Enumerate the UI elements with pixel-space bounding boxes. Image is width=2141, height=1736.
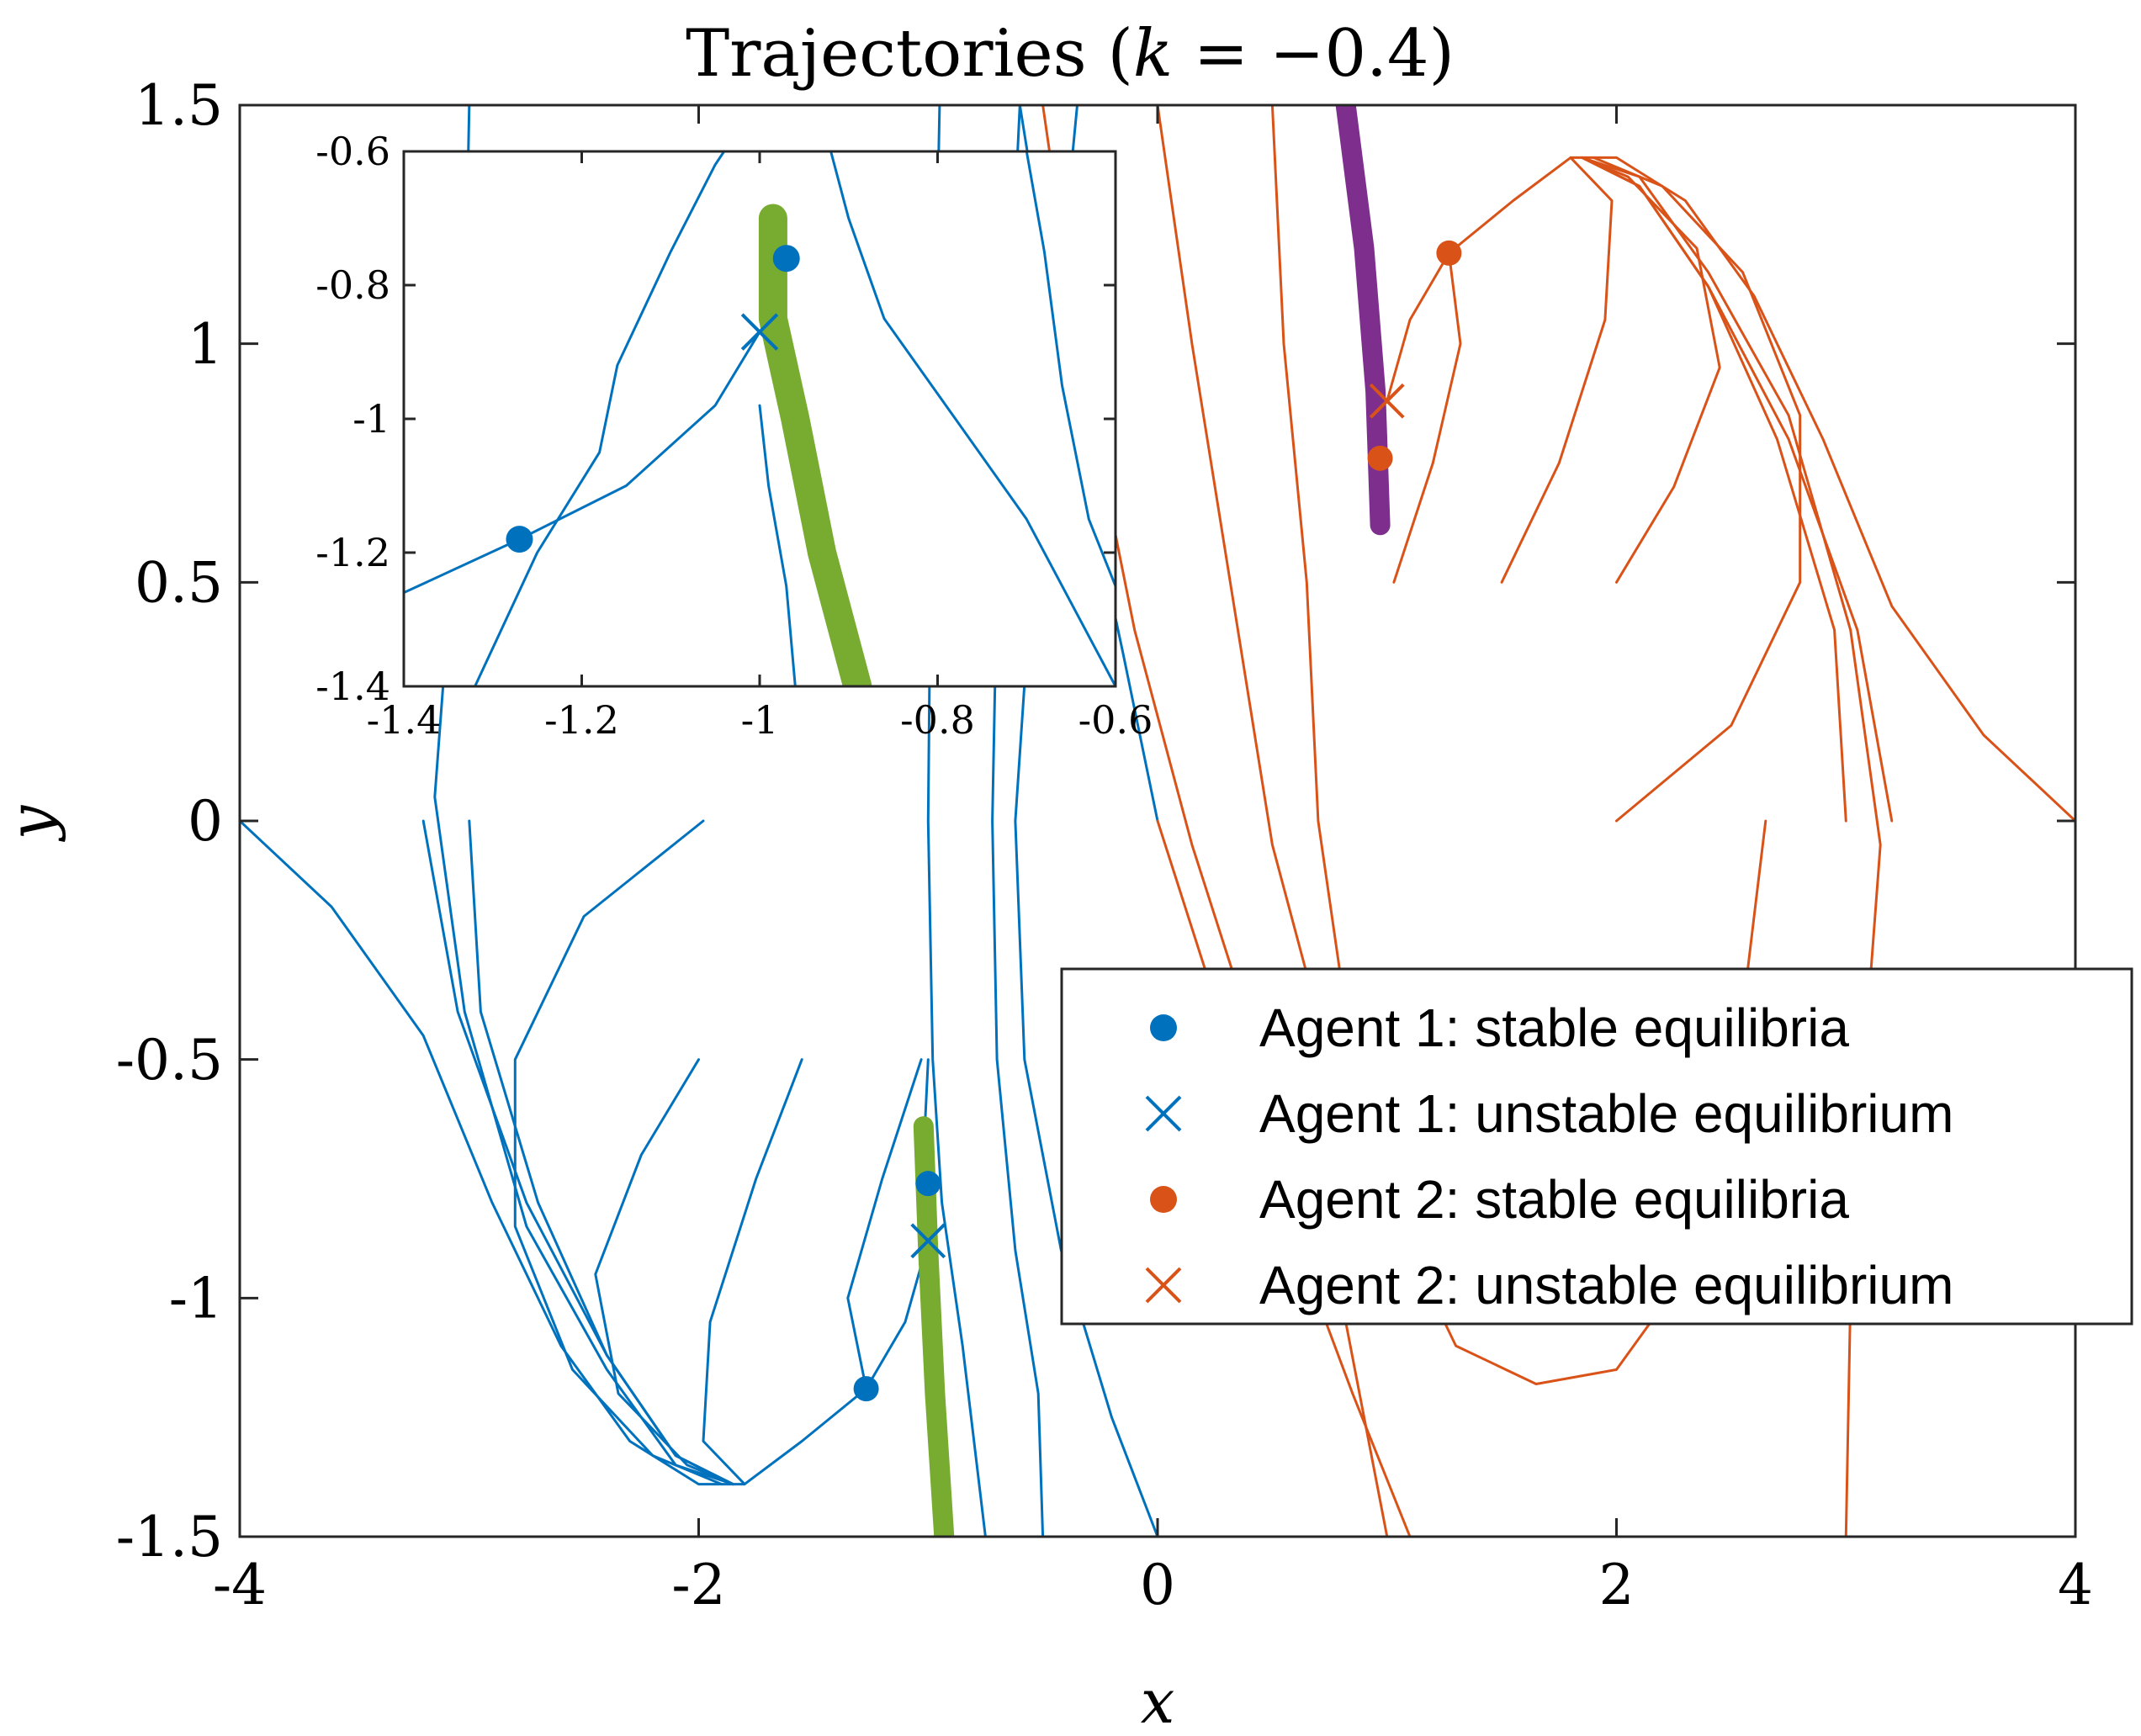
agent1-stable-equilibrium-0 — [772, 245, 800, 273]
y-tick-label: -1.2 — [315, 530, 390, 575]
agent1-trajectory-4 — [513, 819, 723, 1486]
inset-trajectories — [404, 151, 1116, 686]
y-tick-label: -1 — [352, 396, 390, 442]
legend-marker-circle-2 — [1150, 1186, 1177, 1213]
agent1-trajectory-6 — [702, 1058, 803, 1486]
main-equilibria — [853, 240, 1462, 1402]
y-tick-label: 1 — [188, 312, 223, 377]
chart-title: Trajectories (k = −0.4) — [686, 16, 1455, 92]
inset-y-tick-labels: -1.4 -1.2 -1 -0.8 -0.6 — [315, 129, 390, 709]
agent1-stable-equilibrium-1 — [853, 1376, 879, 1402]
agent2-stable-equilibrium-0 — [1436, 240, 1462, 266]
x-tick-label: -0.6 — [1078, 697, 1153, 743]
agent2-trajectory-15 — [1581, 156, 1894, 823]
x-tick-label: -1.2 — [544, 697, 619, 743]
legend-label-2: Agent 2: stable equilibria — [1259, 1169, 1849, 1230]
agent1-trajectory-3 — [468, 819, 734, 1486]
agent2-trajectory-19 — [1500, 156, 1614, 584]
y-tick-label: 1.5 — [135, 73, 223, 138]
y-axis-label: y — [0, 804, 66, 842]
agent1-stable-equilibrium-1 — [506, 526, 533, 553]
x-tick-label: -1 — [741, 697, 779, 743]
agent1-trajectory-5 — [594, 1058, 734, 1486]
agent2-unstable-equilibrium-0 — [1369, 383, 1405, 419]
agent1-trajectory-4 — [1025, 151, 1116, 588]
x-axis-label: x — [1141, 1666, 1175, 1736]
y-tick-label: -1.4 — [315, 664, 390, 709]
inset-plot: -1.4 -1.2 -1 -0.8 -0.6 -1.4 -1.2 -1 -0.8 -0.6 — [315, 129, 1153, 743]
x-tick-label: 4 — [2058, 1553, 2093, 1617]
main-x-tick-labels: -4 -2 0 2 4 — [213, 1553, 2093, 1617]
agent1-unstable-equilibrium-0 — [910, 1223, 946, 1259]
agent1-trajectory-1 — [474, 151, 726, 686]
legend: Agent 1: stable equilibria Agent 1: unsta… — [1060, 967, 2133, 1326]
agent1-trajectory-3 — [829, 151, 1116, 686]
agent1-trajectory-0 — [240, 819, 930, 1486]
y-tick-label: -0.6 — [315, 129, 390, 174]
agent2-trajectory-14 — [1581, 156, 1882, 1537]
y-tick-label: 0.5 — [135, 550, 223, 615]
y-tick-label: 0 — [188, 789, 223, 854]
agent1-trajectory-0 — [404, 331, 761, 595]
x-tick-label: -1.4 — [367, 697, 442, 743]
agent1-unstable-equilibrium-0 — [740, 313, 779, 351]
y-tick-label: -0.8 — [315, 262, 390, 308]
agent1-converging-band-0 — [758, 204, 872, 686]
agent2-trajectory-20 — [1392, 251, 1462, 584]
x-tick-label: -4 — [213, 1553, 267, 1617]
legend-label-3: Agent 2: unstable equilibrium — [1259, 1255, 1953, 1315]
inset-equilibria — [506, 245, 800, 553]
y-tick-label: -0.5 — [116, 1028, 223, 1093]
x-tick-label: 0 — [1140, 1553, 1175, 1617]
agent2-trajectory-17 — [1592, 156, 1802, 823]
agent2-stable-equilibrium-1 — [1367, 445, 1393, 471]
legend-marker-x-1 — [1145, 1095, 1182, 1132]
y-tick-label: -1.5 — [116, 1505, 223, 1569]
inset-ticks — [402, 150, 1117, 688]
inset-x-tick-labels: -1.4 -1.2 -1 -0.8 -0.6 — [367, 697, 1153, 743]
legend-box — [1060, 967, 2133, 1326]
agent2-trajectory-16 — [1581, 156, 1847, 823]
main-ticks — [238, 103, 2077, 1538]
legend-label-1: Agent 1: unstable equilibrium — [1259, 1083, 1953, 1144]
legend-marker-x-3 — [1145, 1267, 1182, 1304]
agent2-trajectory-13 — [1386, 156, 2075, 823]
legend-marker-circle-0 — [1150, 1014, 1177, 1041]
agent1-trajectory-7 — [846, 1058, 923, 1390]
agent1-stable-equilibrium-0 — [915, 1171, 941, 1197]
x-tick-label: -2 — [671, 1553, 725, 1617]
x-tick-label: 2 — [1599, 1553, 1635, 1617]
agent1-trajectory-2 — [758, 404, 797, 686]
agent1-trajectory-2 — [421, 819, 734, 1486]
agent2-trajectory-18 — [1581, 156, 1721, 584]
legend-label-0: Agent 1: stable equilibria — [1259, 998, 1849, 1058]
x-tick-label: -0.8 — [900, 697, 975, 743]
y-tick-label: -1 — [169, 1266, 223, 1331]
main-y-tick-labels: -1.5 -1 -0.5 0 0.5 1 1.5 — [116, 73, 223, 1569]
